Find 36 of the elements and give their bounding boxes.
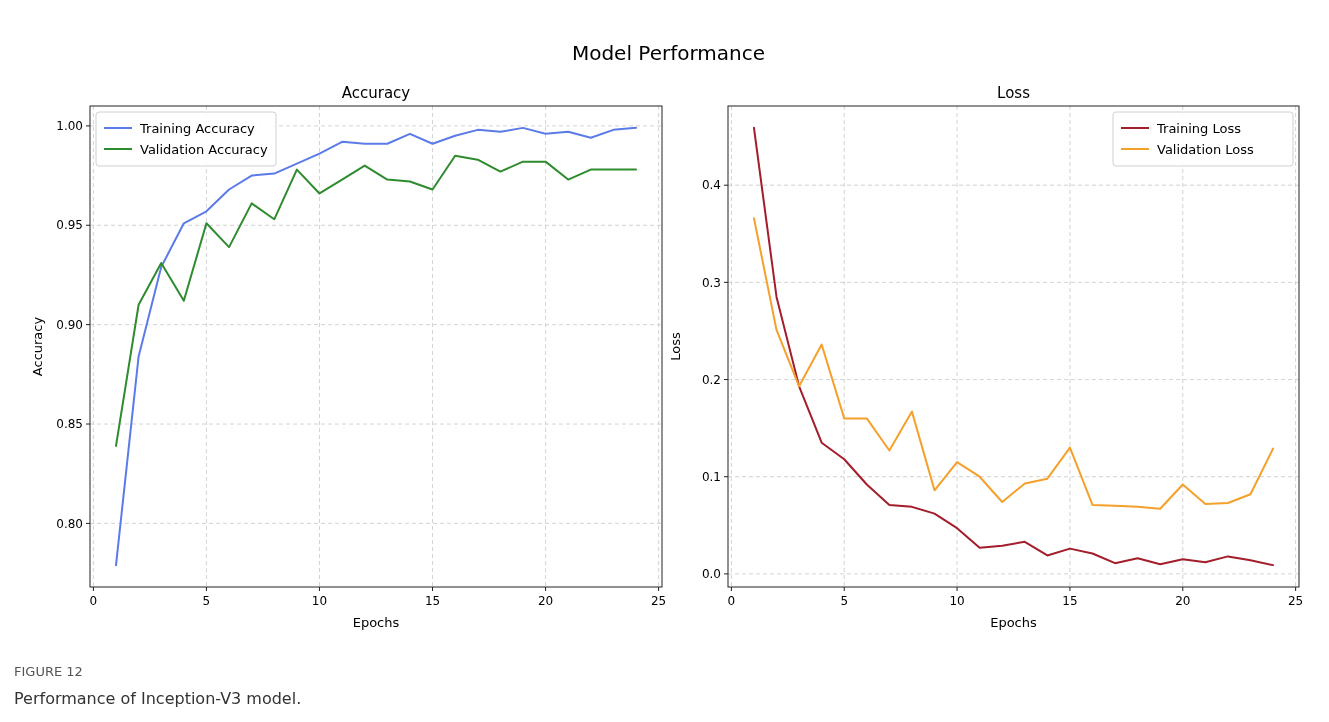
y-tick-label: 0.85 — [56, 417, 83, 432]
x-tick-label: 10 — [311, 594, 328, 608]
x-tick-label: 25 — [650, 594, 667, 608]
y-tick-label: 0.4 — [701, 178, 721, 193]
x-axis-title: Epochs — [990, 615, 1038, 630]
y-axis-title: Accuracy — [30, 316, 45, 377]
x-tick-label: 20 — [1175, 594, 1191, 608]
legend-label: Training Accuracy — [139, 120, 256, 136]
y-axis-title: Loss — [668, 332, 683, 361]
legend-label: Training Loss — [1156, 120, 1242, 136]
x-tick-label: 25 — [1287, 594, 1304, 608]
y-tick-label: 0.90 — [56, 317, 83, 332]
caption: FIGURE 12 — [14, 664, 83, 679]
x-tick-label: 20 — [537, 594, 554, 608]
x-axis-title: Epochs — [352, 615, 400, 630]
chart-title: Loss — [997, 84, 1031, 102]
x-tick-label: 0 — [89, 594, 98, 608]
x-tick-label: 5 — [840, 594, 849, 608]
x-tick-label: 10 — [949, 594, 965, 608]
y-tick-label: 0.80 — [56, 516, 83, 531]
text: Performance of Inception-V3 model. — [14, 689, 302, 708]
legend-label: Validation Accuracy — [140, 141, 268, 157]
y-tick-label: 0.3 — [701, 275, 721, 290]
chart-title: Accuracy — [341, 84, 411, 102]
text: Model Performance — [571, 41, 766, 65]
x-tick-label: 0 — [727, 594, 736, 608]
y-tick-label: 0.0 — [701, 567, 721, 582]
x-tick-label: 5 — [202, 594, 211, 608]
x-tick-label: 15 — [1062, 594, 1078, 608]
y-tick-label: 0.2 — [701, 372, 721, 387]
y-tick-label: 0.1 — [701, 469, 721, 484]
legend-label: Validation Loss — [1157, 141, 1255, 157]
x-tick-label: 15 — [424, 594, 441, 608]
y-tick-label: 1.00 — [56, 119, 83, 134]
y-tick-label: 0.95 — [56, 218, 83, 233]
line-series — [752, 217, 1275, 510]
